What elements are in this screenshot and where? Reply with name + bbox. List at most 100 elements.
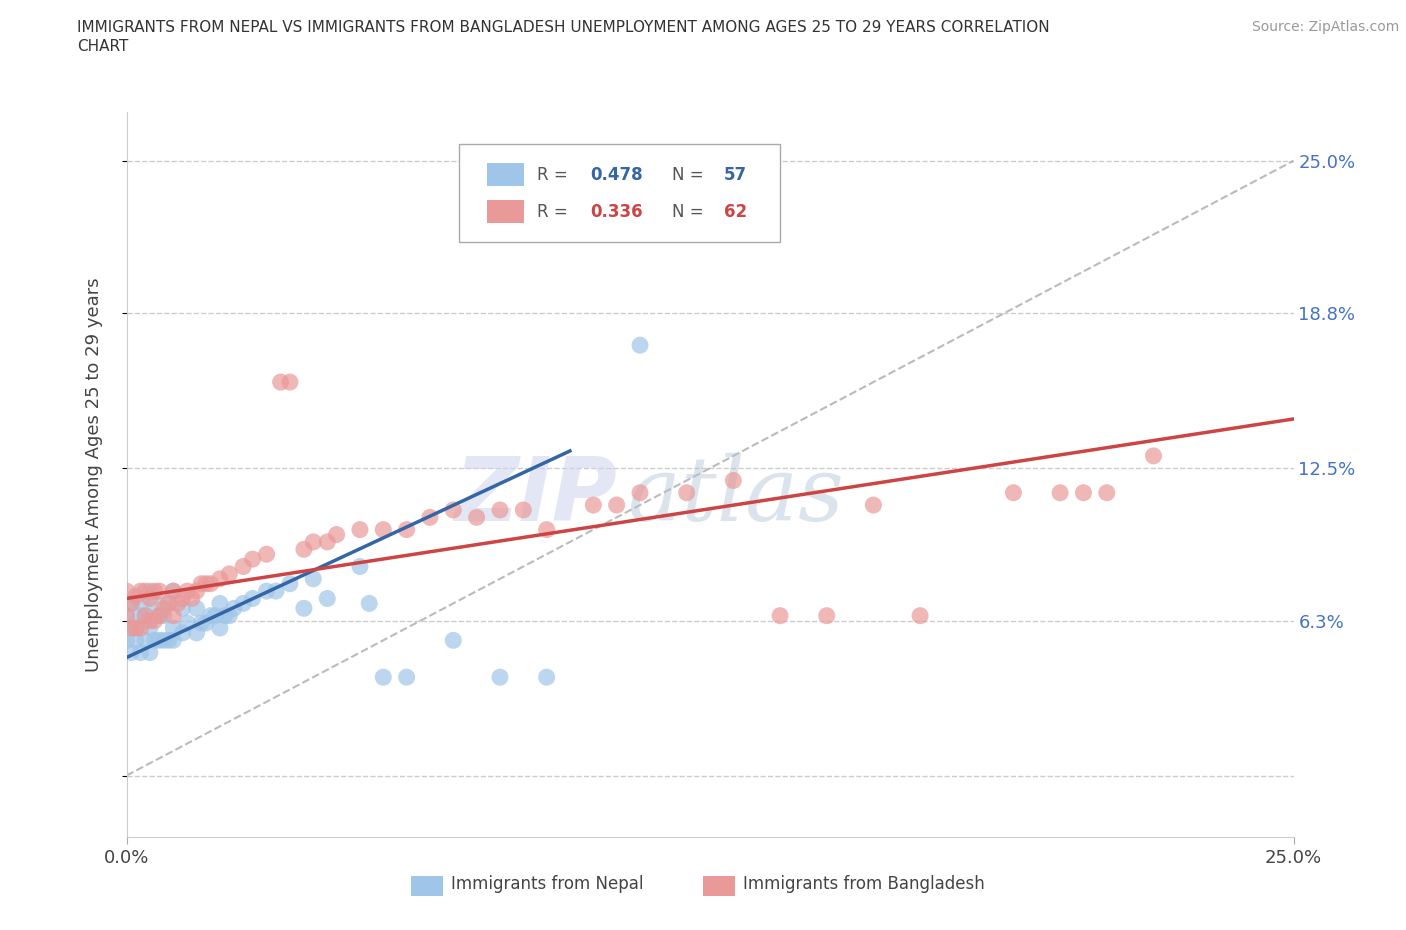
FancyBboxPatch shape (703, 876, 734, 896)
Point (153, 601, 176, 616)
Point (125, 620, 148, 635)
Point (1073, 485, 1095, 500)
Point (278, 577, 301, 591)
Point (153, 608, 176, 623)
Point (1095, 485, 1118, 500)
Point (1142, 448, 1164, 463)
Text: IMMIGRANTS FROM NEPAL VS IMMIGRANTS FROM BANGLADESH UNEMPLOYMENT AMONG AGES 25 T: IMMIGRANTS FROM NEPAL VS IMMIGRANTS FROM… (77, 20, 1050, 35)
Point (143, 584, 166, 599)
Point (194, 616, 217, 631)
Point (208, 620, 231, 635)
Point (270, 375, 292, 390)
Point (186, 626, 208, 641)
Point (264, 584, 287, 599)
Point (115, 620, 138, 635)
Point (139, 613, 162, 628)
Point (373, 670, 395, 684)
Point (419, 510, 441, 525)
Point (176, 584, 198, 599)
Point (115, 608, 138, 623)
Point (120, 645, 142, 660)
Point (120, 596, 142, 611)
Point (536, 670, 558, 684)
Point (606, 498, 628, 512)
Point (139, 584, 162, 599)
Point (242, 551, 264, 566)
Point (302, 571, 325, 586)
Point (1002, 485, 1025, 500)
Point (489, 670, 512, 684)
Point (143, 613, 166, 628)
Point (125, 620, 148, 635)
Point (373, 522, 395, 537)
Point (157, 632, 180, 647)
Point (628, 485, 651, 500)
Text: Immigrants from Nepal: Immigrants from Nepal (451, 875, 644, 893)
Text: 0.336: 0.336 (591, 203, 643, 220)
Point (1049, 485, 1071, 500)
Point (162, 584, 184, 599)
Point (139, 645, 162, 660)
Point (316, 535, 339, 550)
Point (143, 632, 166, 647)
Point (292, 601, 315, 616)
Point (115, 632, 138, 647)
Point (278, 375, 301, 390)
Point (232, 559, 254, 574)
Point (908, 608, 931, 623)
Point (218, 566, 240, 581)
Point (214, 608, 236, 623)
Point (162, 608, 184, 623)
Point (242, 591, 264, 606)
Point (465, 510, 488, 525)
Point (148, 632, 170, 647)
Point (359, 596, 381, 611)
Point (395, 670, 418, 684)
Point (723, 473, 745, 488)
Point (325, 527, 347, 542)
Point (115, 584, 138, 599)
Point (157, 596, 180, 611)
Point (194, 577, 217, 591)
Point (129, 584, 152, 599)
Point (862, 498, 884, 512)
Point (190, 577, 212, 591)
Point (143, 596, 166, 611)
Point (176, 616, 198, 631)
Point (172, 626, 194, 641)
Point (134, 584, 156, 599)
Text: Immigrants from Bangladesh: Immigrants from Bangladesh (742, 875, 984, 893)
Point (129, 645, 152, 660)
Point (200, 608, 222, 623)
Point (139, 591, 162, 606)
Point (815, 608, 838, 623)
Point (180, 591, 202, 606)
Text: ZIP: ZIP (454, 453, 617, 539)
Point (186, 584, 208, 599)
Point (139, 620, 162, 635)
Point (204, 608, 226, 623)
Point (1329, 252, 1351, 267)
Point (349, 559, 371, 574)
Point (256, 547, 278, 562)
Point (129, 620, 152, 635)
Point (769, 608, 792, 623)
Point (120, 596, 142, 611)
Point (129, 608, 152, 623)
Point (186, 601, 208, 616)
Point (134, 608, 156, 623)
Point (148, 608, 170, 623)
FancyBboxPatch shape (486, 164, 524, 186)
Point (582, 498, 605, 512)
Point (222, 601, 245, 616)
Text: R =: R = (537, 166, 574, 184)
Point (628, 338, 651, 352)
Point (157, 596, 180, 611)
Text: N =: N = (672, 166, 709, 184)
Point (153, 632, 176, 647)
FancyBboxPatch shape (412, 876, 443, 896)
Point (115, 608, 138, 623)
Text: CHART: CHART (77, 39, 129, 54)
Point (349, 522, 371, 537)
Point (232, 596, 254, 611)
